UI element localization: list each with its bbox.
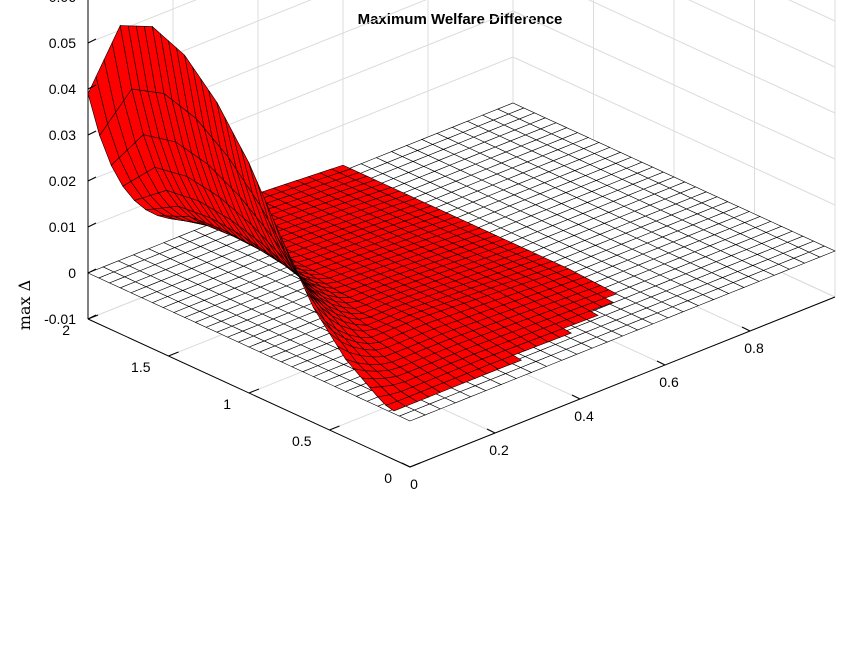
z-axis-label: max Δ (15, 280, 34, 330)
x-tick-label: 0.2 (489, 442, 509, 458)
z-tick (87, 130, 97, 136)
x-tick (486, 428, 496, 434)
z-tick (87, 222, 97, 228)
z-tick-label: -0.01 (44, 311, 76, 327)
x-tick-label: 0.6 (659, 374, 679, 390)
grid-line (87, 0, 197, 44)
y-tick (409, 462, 421, 468)
grid-line (688, 0, 836, 68)
z-tick-label: 0.05 (49, 35, 76, 51)
z-tick (87, 38, 97, 44)
x-tick-label: 0 (410, 476, 418, 492)
z-tick-label: 0.06 (49, 0, 76, 5)
y-tick-label: 0.5 (292, 433, 312, 449)
chart-title: Maximum Welfare Difference (358, 11, 563, 28)
z-tick-label: 0 (68, 265, 76, 281)
y-tick (329, 425, 340, 431)
red-surface (87, 24, 618, 412)
y-tick (87, 314, 99, 320)
y-tick (168, 351, 179, 357)
z-tick-label: 0.04 (49, 81, 76, 97)
x-axis-line (409, 296, 836, 468)
x-tick (656, 360, 666, 366)
z-tick (87, 176, 97, 182)
z-tick (87, 268, 97, 274)
y-tick-label: 2 (62, 322, 70, 338)
y-tick-label: 0 (384, 470, 392, 486)
x-tick-label: 0.8 (744, 340, 764, 356)
y-tick-label: 1.5 (131, 359, 151, 375)
z-tick-label: 0.03 (49, 127, 76, 143)
tick-labels: -0.01 0 0.01 0.02 0.03 0.04 0.05 0.06 0 0.5 1 1.5 2 0… (44, 0, 764, 492)
y-tick (248, 388, 260, 394)
z-tick (87, 84, 97, 90)
x-tick (401, 462, 411, 468)
z-tick-label: 0.02 (49, 173, 76, 189)
zero-plane-cell (497, 102, 525, 115)
x-tick (571, 394, 581, 400)
x-tick (741, 326, 751, 332)
surface-cell (385, 400, 407, 412)
y-tick-label: 1 (223, 396, 231, 412)
z-tick-label: 0.01 (49, 219, 76, 235)
x-tick-label: 0.4 (574, 408, 594, 424)
